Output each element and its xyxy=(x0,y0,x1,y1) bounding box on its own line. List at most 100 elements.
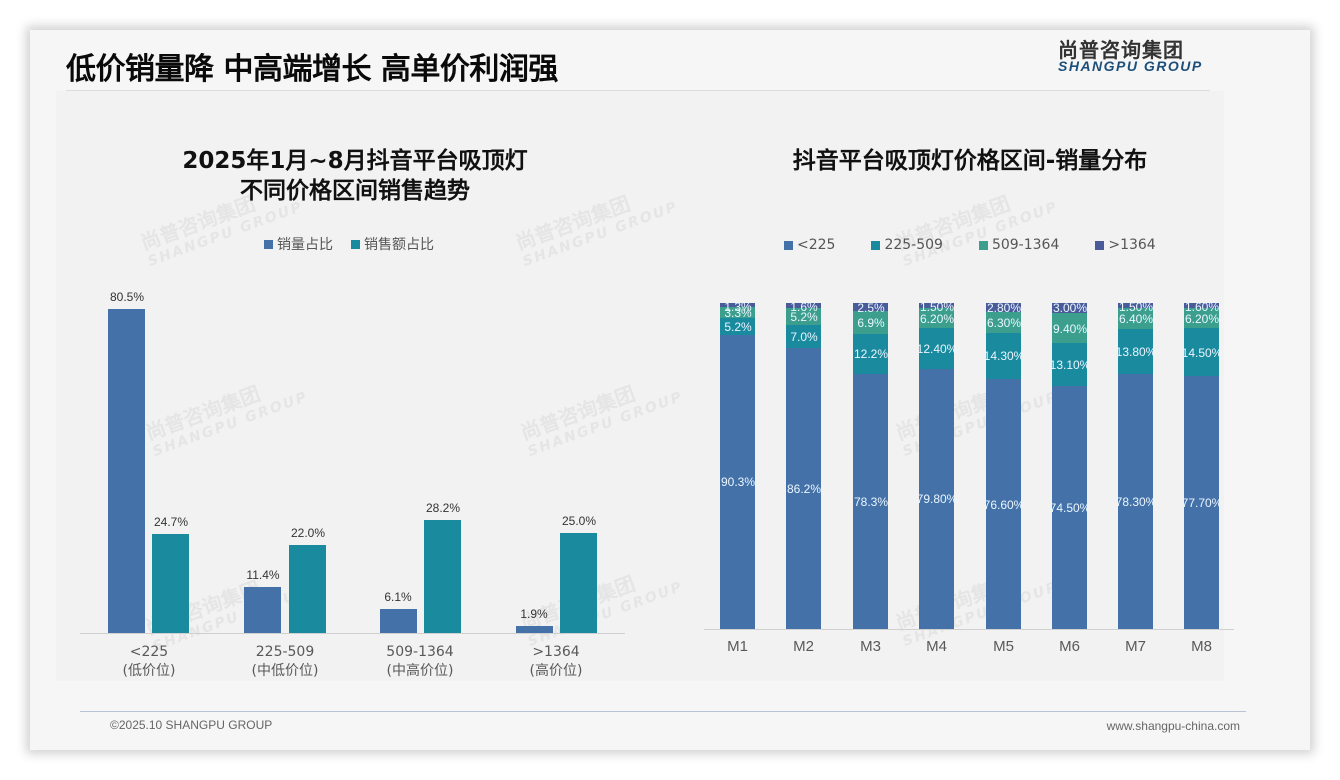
month-label: M6 xyxy=(1059,638,1080,655)
segment-value-label: 1.3% xyxy=(724,300,752,315)
bar-segment-lt225: 79.80% xyxy=(917,368,957,629)
segment-value-label: 13.80% xyxy=(1115,344,1157,359)
bar-segment-r225_509: 7.0% xyxy=(786,325,821,348)
segment-value-label: 74.50% xyxy=(1049,501,1091,516)
segment-value-label: 90.3% xyxy=(720,475,756,490)
segment-value-label: 7.0% xyxy=(790,330,818,345)
bar-value-label: 24.7% xyxy=(153,515,189,529)
bar-segment-r225_509: 12.40% xyxy=(917,328,957,369)
bar-volume-225-509 xyxy=(244,587,281,633)
right-chart-title: 抖音平台吸顶灯价格区间-销量分布 xyxy=(792,148,1148,174)
segment-value-label: 1.60% xyxy=(1184,300,1220,315)
category-range: >1364 xyxy=(532,644,580,660)
bar-segment-gt1364: 3.00% xyxy=(1052,301,1087,315)
segment-value-label: 78.30% xyxy=(1115,494,1157,509)
legend-item-509-1364: 509-1364 xyxy=(978,237,1059,253)
left-chart-legend: 销量占比 销售额占比 xyxy=(264,234,434,254)
legend-label: <225 xyxy=(797,237,836,253)
bar-segment-gt1364: 2.5% xyxy=(853,301,888,315)
category-range: 509-1364 xyxy=(386,644,454,660)
bar-segment-r225_509: 5.2% xyxy=(720,318,755,335)
category-tier: (高价位) xyxy=(529,663,583,679)
legend-item-amount: 销售额占比 xyxy=(351,234,434,254)
footer-divider xyxy=(80,711,1246,712)
stacked-bar-m6: 74.50% 13.10% 9.40% 3.00% xyxy=(1050,301,1090,629)
segment-value-label: 9.40% xyxy=(1052,321,1088,336)
legend-item-lt225: <225 xyxy=(784,237,835,253)
legend-swatch xyxy=(784,240,793,250)
bar-segment-lt225: 78.30% xyxy=(1116,373,1156,629)
stacked-bar-m1: 90.3% 5.2% 3.3% 1.3% xyxy=(720,300,755,629)
segment-value-label: 6.30% xyxy=(986,315,1022,330)
bar-segment-lt225: 77.70% xyxy=(1182,375,1222,629)
bar-amount-225-509 xyxy=(289,545,326,633)
bar-segment-r509_1364: 6.30% xyxy=(986,312,1021,333)
segment-value-label: 6.20% xyxy=(919,311,955,326)
category-label: >1364 (高价位) xyxy=(501,643,611,681)
bar-value-label: 22.0% xyxy=(290,526,326,540)
month-label: M7 xyxy=(1125,638,1146,655)
segment-value-label: 13.10% xyxy=(1049,358,1091,373)
bar-amount-gt1364 xyxy=(560,533,597,633)
segment-value-label: 6.9% xyxy=(857,315,885,330)
bar-segment-r509_1364: 3.3% xyxy=(720,306,755,320)
segment-value-label: 3.00% xyxy=(1052,301,1088,316)
segment-value-label: 2.5% xyxy=(857,300,885,315)
category-range: 225-509 xyxy=(255,644,315,660)
segment-value-label: 86.2% xyxy=(786,482,822,496)
category-range: <225 xyxy=(129,644,169,660)
category-tier: (低价位) xyxy=(122,663,176,679)
segment-value-label: 12.40% xyxy=(916,341,958,356)
legend-item-gt1364: >1364 xyxy=(1095,237,1156,253)
bar-volume-gt1364 xyxy=(516,626,553,633)
stacked-bar-m2: 86.2% 7.0% 5.2% 1.6% xyxy=(786,300,821,629)
month-label: M2 xyxy=(793,638,814,655)
segment-value-label: 14.50% xyxy=(1181,345,1223,360)
month-label: M5 xyxy=(993,638,1014,655)
segment-value-label: 77.70% xyxy=(1181,495,1223,510)
bar-segment-r225_509: 13.10% xyxy=(1050,343,1090,387)
legend-label: >1364 xyxy=(1108,237,1156,253)
category-label: 225-509 (中低价位) xyxy=(230,643,340,681)
footer-copyright: ©2025.10 SHANGPU GROUP xyxy=(110,718,273,732)
segment-value-label: 1.6% xyxy=(790,300,818,315)
bar-segment-r509_1364: 5.2% xyxy=(786,308,821,326)
logo-en: SHANGPU GROUP xyxy=(1058,58,1203,74)
category-label: <225 (低价位) xyxy=(94,643,204,681)
logo-cn: 尚普咨询集团 xyxy=(1058,38,1184,62)
right-chart-legend: <225 225-509 509-1364 >1364 xyxy=(784,237,1156,253)
segment-value-label: 76.60% xyxy=(983,497,1025,512)
category-tier: (中高价位) xyxy=(386,663,454,679)
left-chart-title-line2: 不同价格区间销售趋势 xyxy=(240,178,470,204)
bar-segment-lt225: 78.3% xyxy=(853,373,888,629)
legend-swatch xyxy=(1095,240,1105,250)
bar-value-label: 6.1% xyxy=(384,590,412,604)
segment-value-label: 6.20% xyxy=(1184,311,1220,326)
segment-value-label: 79.80% xyxy=(916,492,958,507)
segment-value-label: 1.50% xyxy=(919,300,955,315)
bar-segment-r509_1364: 9.40% xyxy=(1052,312,1087,344)
legend-swatch xyxy=(351,239,360,249)
segment-value-label: 6.40% xyxy=(1118,311,1154,326)
bar-segment-lt225: 74.50% xyxy=(1050,386,1090,629)
bar-segment-gt1364: 1.6% xyxy=(786,300,821,314)
bar-value-label: 11.4% xyxy=(246,568,280,582)
bar-segment-r509_1364: 6.20% xyxy=(919,307,954,329)
bar-segment-gt1364: 1.50% xyxy=(1118,300,1153,314)
footer-website[interactable]: www.shangpu-china.com xyxy=(1106,719,1240,733)
legend-label: 225-509 xyxy=(884,237,943,253)
segment-value-label: 3.3% xyxy=(724,306,752,321)
bar-segment-gt1364: 2.80% xyxy=(986,301,1021,315)
segment-value-label: 2.80% xyxy=(986,301,1022,316)
bar-segment-lt225: 76.60% xyxy=(984,379,1024,629)
bar-segment-r509_1364: 6.20% xyxy=(1184,308,1219,329)
title-divider xyxy=(66,90,1210,91)
legend-swatch xyxy=(264,239,273,249)
left-chart-title-line1: 2025年1月~8月抖音平台吸顶灯 xyxy=(182,148,528,174)
stacked-bar-m4: 79.80% 12.40% 6.20% 1.50% xyxy=(917,300,957,629)
stacked-bar-m7: 78.30% 13.80% 6.40% 1.50% xyxy=(1116,300,1156,629)
bar-segment-r509_1364: 6.40% xyxy=(1118,307,1153,329)
bar-value-label: 25.0% xyxy=(561,514,597,528)
legend-item-225-509: 225-509 xyxy=(871,237,943,253)
segment-value-label: 1.50% xyxy=(1118,300,1154,315)
